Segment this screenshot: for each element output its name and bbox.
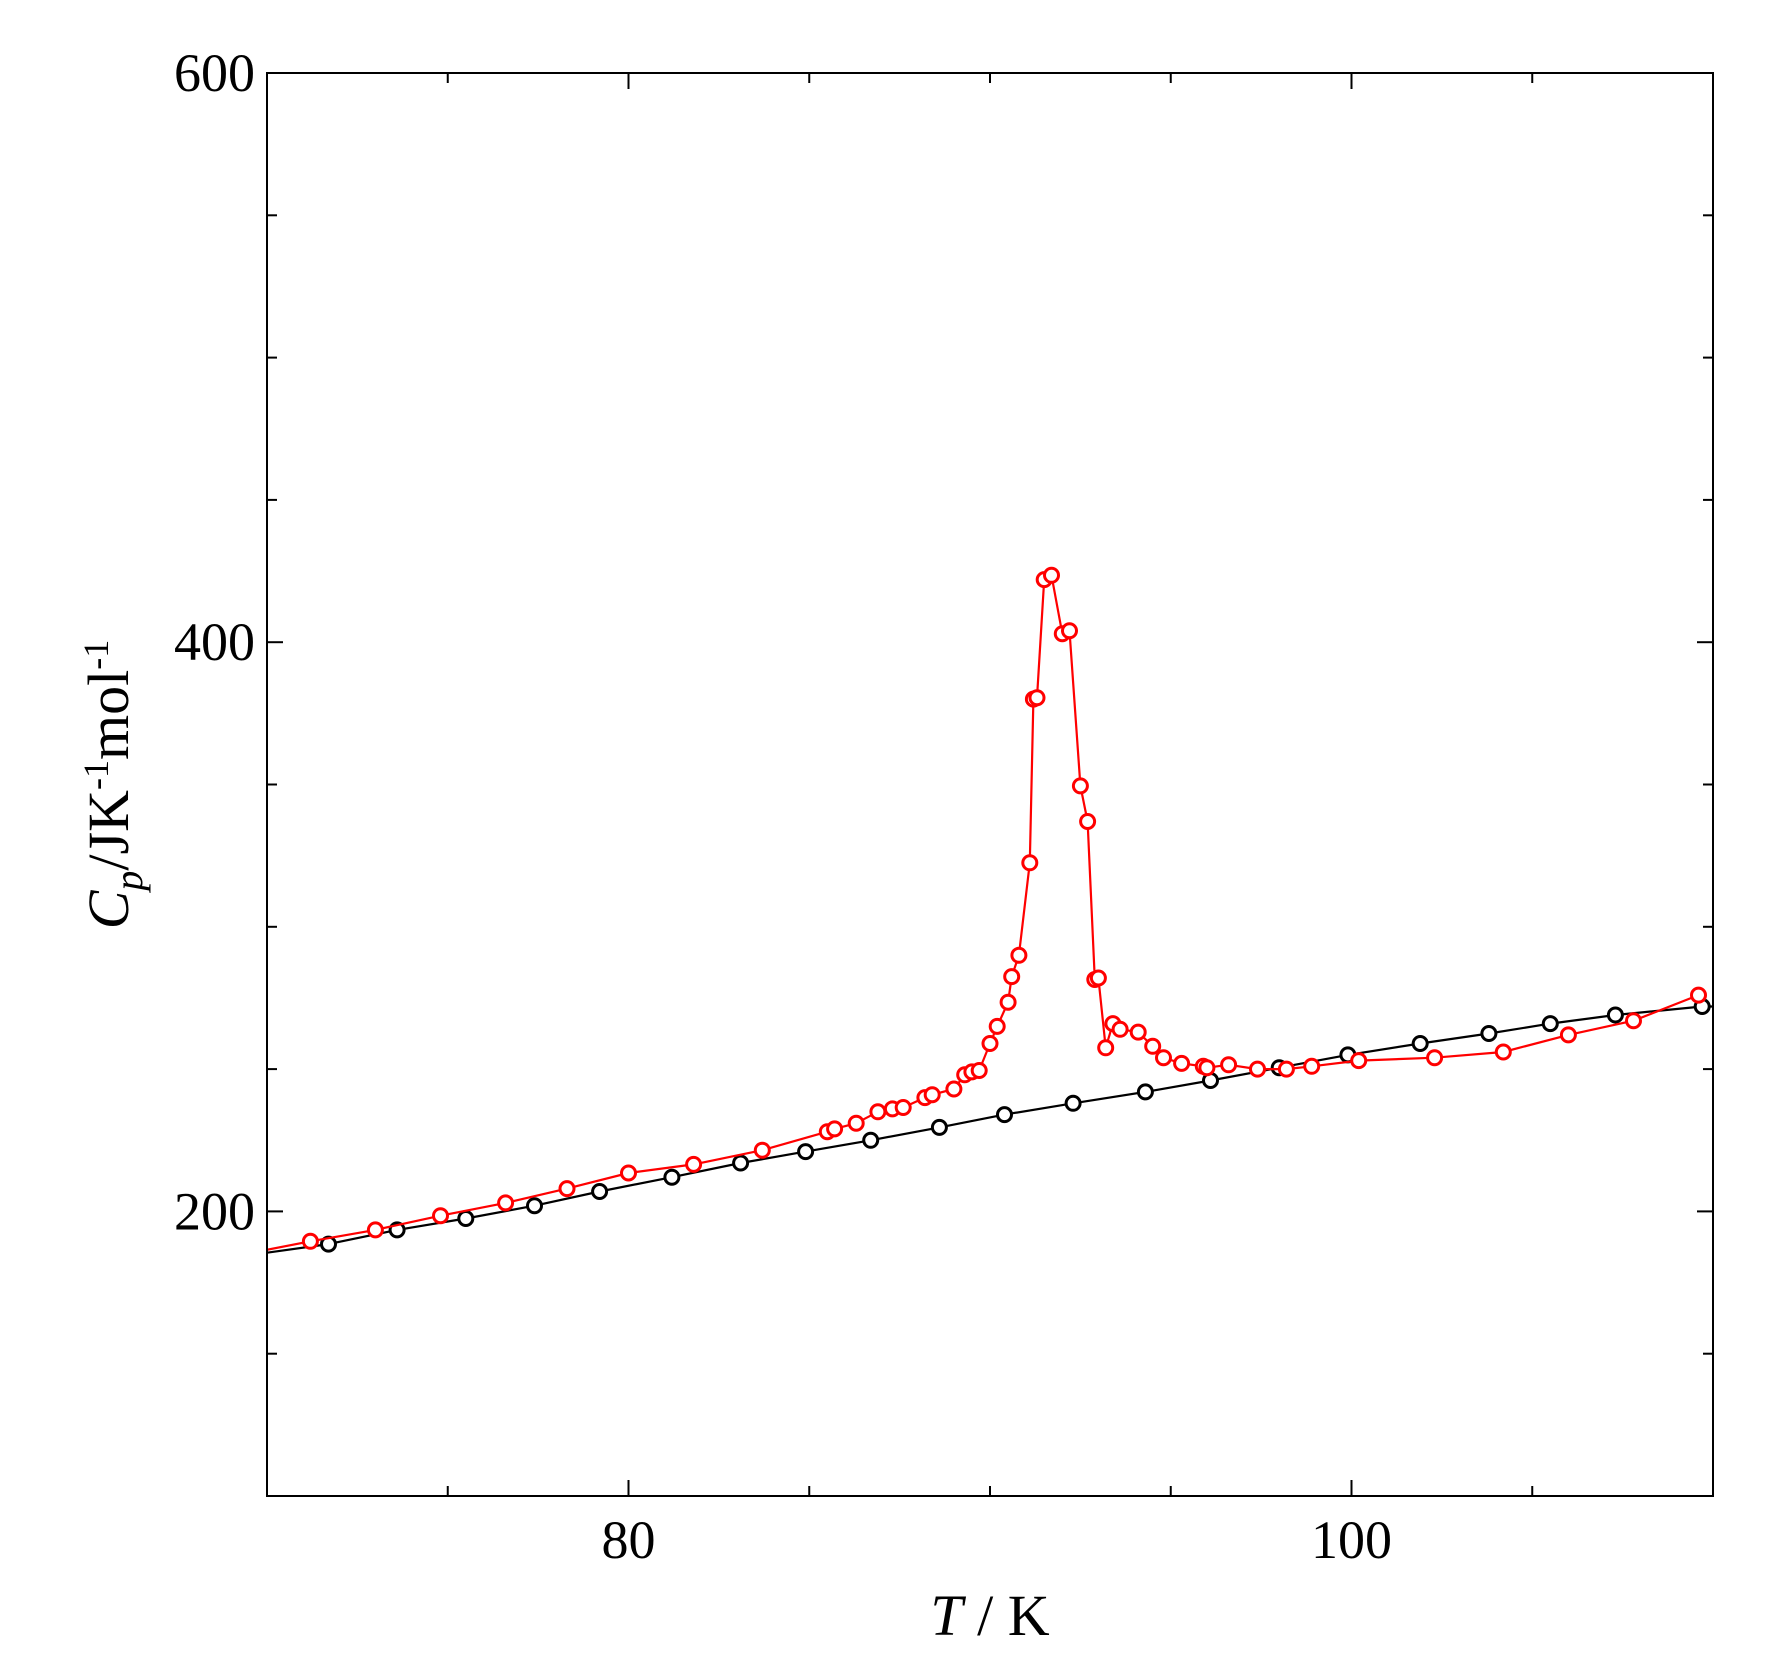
series-2-point-23 [999, 993, 1017, 1011]
series-2-point-12 [869, 1103, 887, 1121]
y-tick-label: 600 [174, 43, 255, 103]
series-1-point-12 [1064, 1094, 1082, 1112]
series-2-point-16 [923, 1086, 941, 1104]
series-2-point-51 [1426, 1049, 1444, 1067]
series-2-point-24 [1003, 968, 1021, 986]
x-axis-variable: T [930, 1583, 966, 1648]
series-2-point-40 [1129, 1023, 1147, 1041]
series-2-point-21 [981, 1035, 999, 1052]
series-2-point-10 [826, 1120, 844, 1138]
y-axis-superscript-1: -1 [76, 760, 116, 790]
series-2-point-25 [1010, 946, 1028, 964]
series-1-point-3 [457, 1210, 475, 1227]
series-2-point-43 [1173, 1054, 1191, 1072]
series-1-point-11 [996, 1106, 1013, 1124]
series-2-point-39 [1111, 1020, 1129, 1038]
series-2-point-54 [1625, 1012, 1642, 1030]
series-1-point-7 [732, 1154, 750, 1172]
tick-labels: 80 100 200 400 600 [174, 43, 1392, 1570]
y-axis-unit-mol: mol [76, 670, 141, 760]
series-2-point-7 [685, 1155, 703, 1173]
y-axis-subscript: p [106, 871, 151, 894]
series-2-point-3 [432, 1207, 449, 1225]
series-2-point-14 [894, 1099, 912, 1116]
series-2-point-11 [847, 1114, 865, 1132]
series-2-point-5 [558, 1180, 576, 1198]
series-2-point-52 [1494, 1043, 1512, 1061]
series-2-point-50 [1350, 1052, 1368, 1070]
series-2-point-48 [1277, 1060, 1295, 1078]
y-axis-unit-part: /JK [76, 790, 141, 871]
series-2-point-45 [1198, 1059, 1216, 1077]
x-axis-label: T / K [930, 1583, 1049, 1648]
series-2-point-49 [1303, 1057, 1321, 1075]
series-2-point-20 [970, 1062, 988, 1079]
series-2-point-26 [1021, 854, 1039, 872]
series-2-point-32 [1061, 622, 1078, 640]
series-2-point-6 [620, 1164, 637, 1182]
series-layer [267, 566, 1713, 1254]
series-2-point-30 [1043, 566, 1060, 584]
series-2-point-41 [1144, 1037, 1162, 1055]
series-1-point-10 [930, 1118, 948, 1136]
x-axis-unit: / K [963, 1583, 1050, 1648]
y-axis-superscript-2: -1 [76, 640, 116, 670]
series-2-point-1 [301, 1232, 319, 1250]
series-2-point-4 [497, 1194, 515, 1212]
plot-frame [266, 72, 1714, 1497]
series-2-point-22 [988, 1017, 1006, 1035]
y-tick-label: 200 [174, 1181, 255, 1241]
y-tick-label: 400 [174, 612, 255, 672]
series-1-point-17 [1411, 1035, 1429, 1052]
series-2-point-2 [366, 1221, 384, 1239]
series-1 [267, 998, 1713, 1254]
series-1-point-6 [663, 1168, 681, 1186]
series-2-point-33 [1071, 777, 1089, 795]
series-2-point-37 [1097, 1039, 1115, 1057]
series-2-point-53 [1559, 1026, 1577, 1044]
series-2-point-8 [753, 1141, 771, 1159]
series-1-point-18 [1480, 1025, 1498, 1042]
series-2-point-47 [1249, 1060, 1266, 1078]
series-2-point-34 [1079, 813, 1097, 830]
x-tick-label: 80 [602, 1510, 656, 1570]
series-2-point-42 [1155, 1049, 1172, 1067]
series-1-point-5 [591, 1183, 609, 1200]
series-1-point-20 [1606, 1006, 1624, 1024]
series-2-point-46 [1220, 1056, 1238, 1074]
x-tick-label: 100 [1311, 1510, 1392, 1570]
ticks-layer [267, 72, 1713, 1496]
series-1-point-13 [1136, 1083, 1154, 1101]
series-1-point-19 [1541, 1015, 1559, 1033]
series-1-point-8 [797, 1143, 815, 1161]
series-2-line [267, 574, 1699, 1251]
series-2 [267, 566, 1707, 1251]
series-2-point-36 [1089, 969, 1107, 987]
series-1-point-9 [862, 1131, 880, 1149]
series-2-point-17 [945, 1080, 963, 1098]
series-2-point-28 [1028, 689, 1046, 707]
series-1-point-4 [526, 1197, 543, 1215]
y-axis-variable: C [76, 889, 141, 929]
y-axis-label: Cp/JK-1mol-1 [76, 640, 151, 930]
series-2-point-55 [1690, 986, 1707, 1004]
